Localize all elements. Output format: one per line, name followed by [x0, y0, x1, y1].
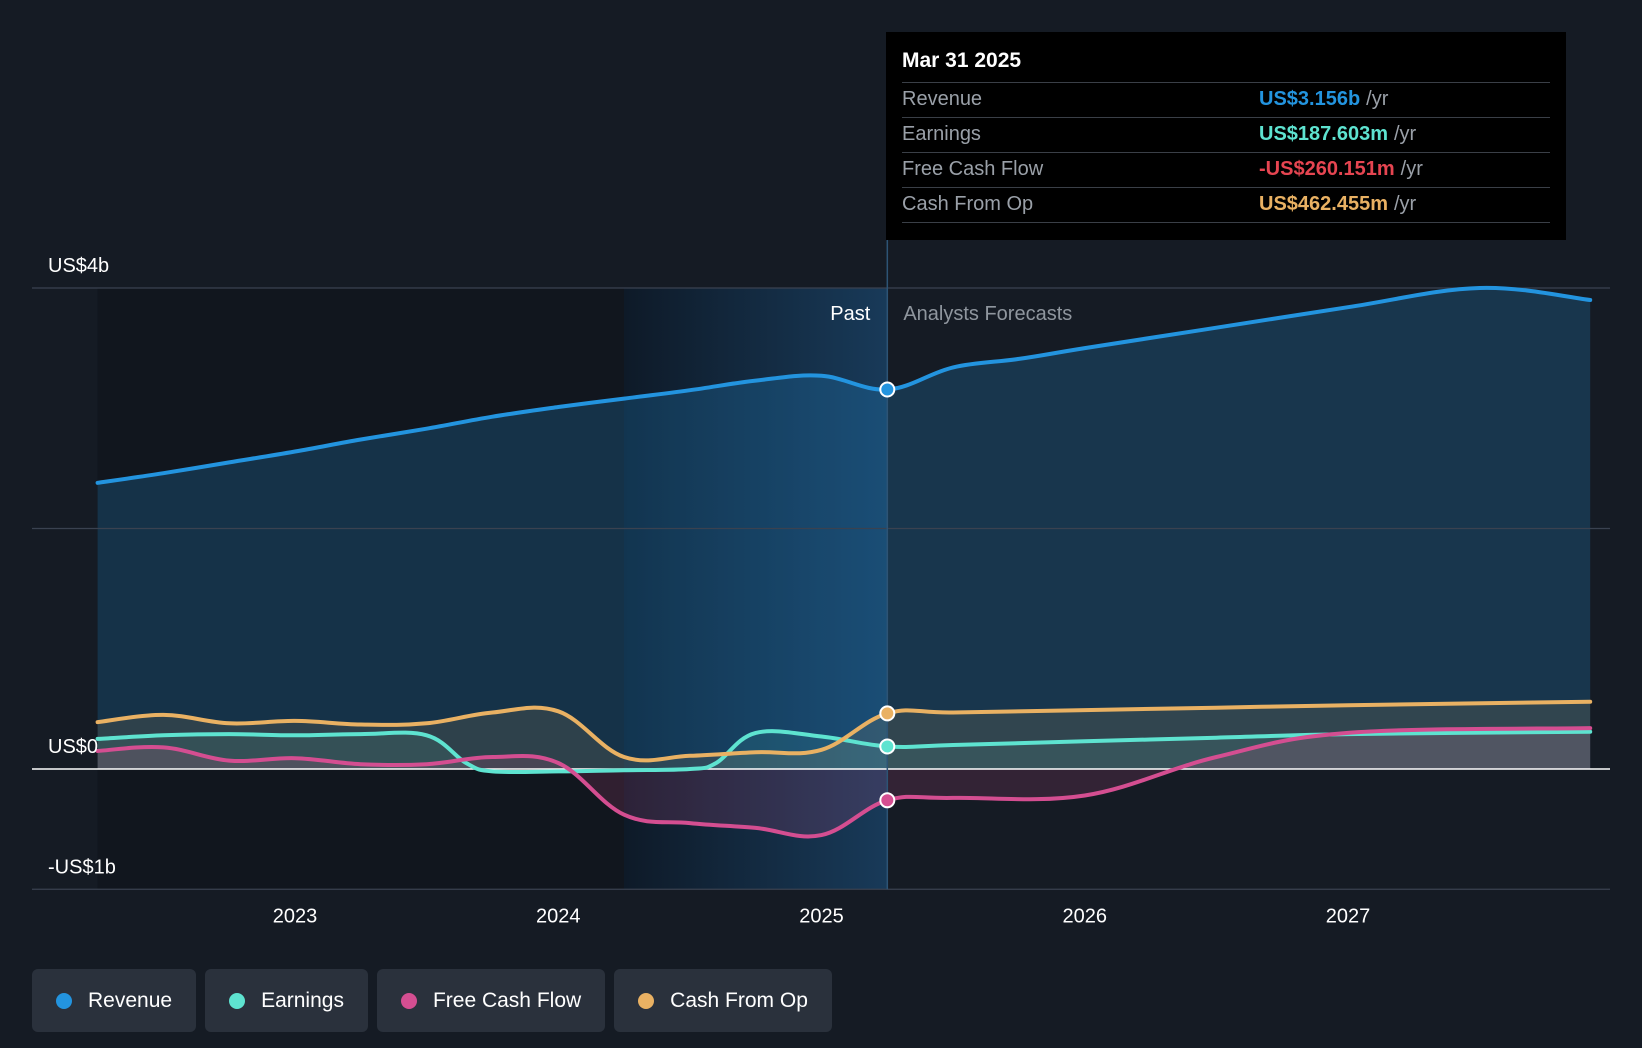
x-tick-label: 2024: [536, 905, 581, 927]
legend-label: Cash From Op: [670, 988, 808, 1012]
tooltip-row-value: US$462.455m: [1259, 193, 1388, 215]
tooltip-row: Revenue US$3.156b/yr: [902, 82, 1550, 117]
x-tick-label: 2027: [1326, 905, 1371, 927]
tooltip-row-unit: /yr: [1400, 158, 1423, 180]
tooltip-row-unit: /yr: [1393, 193, 1417, 215]
legend-label: Free Cash Flow: [432, 988, 582, 1012]
free-cash-flow-line: [95, 726, 1593, 839]
past-region-background: [97, 288, 625, 890]
tooltip-row-value: -US$260.151m: [1259, 158, 1395, 180]
tooltip-row: Cash From Op US$462.455m/yr: [902, 187, 1550, 223]
cash-from-op-area: [97, 701, 1591, 769]
past-highlight-region: [624, 288, 888, 890]
data-tooltip: Mar 31 2025 Revenue US$3.156b/yr Earnings U…: [886, 32, 1566, 240]
earnings-line: [95, 729, 1593, 775]
x-tick-label: 2026: [1063, 905, 1108, 927]
tooltip-row-unit: /yr: [1393, 123, 1417, 145]
legend-item-free-cash-flow[interactable]: Free Cash Flow: [376, 969, 606, 1032]
legend-dot-icon: [638, 992, 655, 1009]
revenue-marker[interactable]: [879, 381, 896, 398]
past-label: Past: [830, 303, 870, 325]
cash-from-op-line: [95, 699, 1593, 763]
tooltip-row-label: Revenue: [902, 88, 983, 110]
chart-legend: Revenue Earnings Free Cash Flow Cash From O…: [32, 969, 832, 1032]
legend-item-cash-from-op[interactable]: Cash From Op: [614, 969, 832, 1032]
free-cash-flow-marker[interactable]: [879, 792, 896, 809]
tooltip-row: Earnings US$187.603m/yr: [902, 117, 1550, 152]
forecast-label: Analysts Forecasts: [903, 303, 1072, 325]
earnings-marker[interactable]: [879, 738, 896, 755]
legend-dot-icon: [229, 992, 246, 1009]
legend-label: Earnings: [261, 988, 344, 1012]
legend-dot-icon: [56, 992, 72, 1009]
x-tick-label: 2025: [799, 905, 844, 927]
legend-item-earnings[interactable]: Earnings: [205, 969, 368, 1032]
tooltip-date: Mar 31 2025: [902, 49, 1022, 72]
tooltip-row-value: US$3.156b: [1259, 88, 1361, 110]
x-tick-label: 2023: [273, 905, 318, 927]
cash-from-op-marker[interactable]: [879, 705, 896, 722]
tooltip-row-value: US$187.603m: [1259, 123, 1388, 145]
free-cash-flow-area: [97, 728, 1591, 837]
earnings-area: [97, 731, 1591, 773]
legend-dot-icon: [400, 992, 417, 1009]
y-tick-label: US$0: [48, 736, 98, 758]
y-tick-label: -US$1b: [48, 856, 116, 878]
tooltip-row: Free Cash Flow -US$260.151m/yr: [902, 152, 1550, 187]
tooltip-row-label: Earnings: [902, 123, 981, 145]
tooltip-row-label: Cash From Op: [902, 193, 1034, 215]
legend-item-revenue[interactable]: Revenue: [32, 969, 197, 1032]
revenue-line: [95, 285, 1593, 485]
legend-label: Revenue: [88, 988, 173, 1012]
tooltip-row-unit: /yr: [1366, 88, 1389, 110]
tooltip-row-label: Free Cash Flow: [902, 158, 1044, 180]
y-tick-label: US$4b: [48, 255, 109, 277]
